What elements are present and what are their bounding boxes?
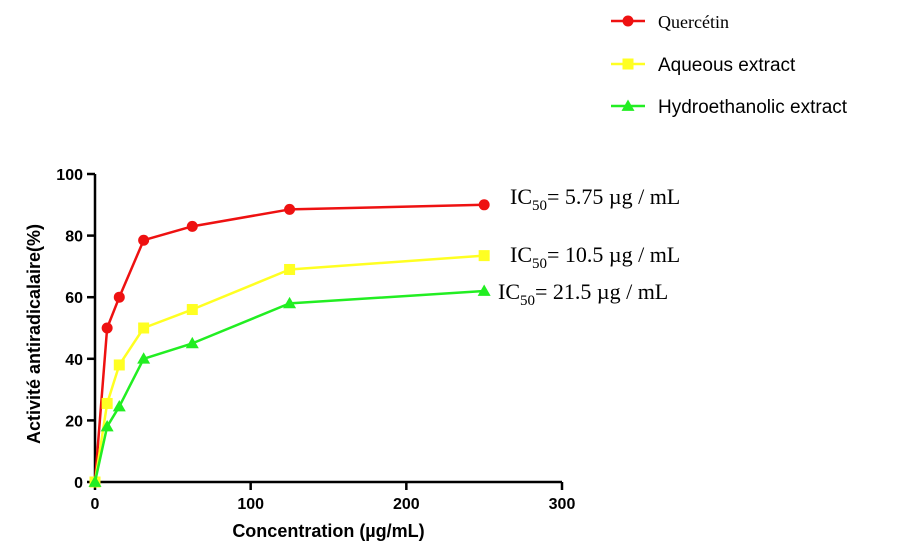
data-point	[112, 400, 126, 412]
ic50-value: = 21.5 µg / mL	[535, 279, 668, 304]
y-tick-label: 80	[65, 229, 83, 246]
data-point	[137, 352, 151, 364]
data-point	[101, 322, 113, 334]
legend-marker	[622, 15, 634, 27]
data-point	[185, 336, 199, 349]
ic50-prefix: IC	[510, 184, 532, 209]
series-circle	[89, 199, 490, 488]
data-point	[283, 296, 297, 309]
legend-label: Quercétin	[658, 12, 729, 32]
legend-marker	[621, 99, 635, 111]
y-axis-label: Activité antiradicalaire(%)	[24, 224, 44, 444]
data-point	[284, 203, 296, 215]
series-line	[93, 254, 485, 483]
data-point	[478, 199, 490, 211]
data-point	[101, 397, 113, 409]
ic50-annotation: IC50= 10.5 µg / mL	[510, 242, 680, 272]
legend-label: Hydroethanolic extract	[658, 97, 848, 118]
ic50-subscript: 50	[532, 198, 547, 214]
y-tick-label: 0	[74, 475, 83, 492]
ic50-prefix: IC	[510, 242, 532, 267]
ic50-value: = 10.5 µg / mL	[547, 242, 680, 267]
data-point	[284, 263, 296, 275]
x-tick-label: 0	[91, 496, 100, 513]
data-point	[186, 220, 198, 232]
ic50-annotation: IC50= 5.75 µg / mL	[510, 184, 680, 214]
ic50-value: = 5.75 µg / mL	[547, 184, 680, 209]
ic50-subscript: 50	[520, 293, 535, 309]
series-triangle	[88, 284, 491, 487]
data-point	[138, 322, 150, 334]
series-line	[93, 203, 485, 483]
y-tick-label: 40	[65, 352, 83, 369]
data-point	[478, 250, 490, 262]
legend: Quercétin Aqueous extract Hydroethanolic e…	[611, 12, 848, 118]
data-point	[186, 304, 198, 316]
data-point	[477, 284, 491, 296]
x-tick-label: 100	[237, 496, 264, 513]
axes: 0 100 200 300 0 20 40 60 80 100 Concentration (µg/…	[24, 167, 575, 541]
ic50-annotation: IC50= 21.5 µg / mL	[498, 279, 668, 309]
x-tick-label: 200	[393, 496, 420, 513]
y-tick-label: 20	[65, 413, 83, 430]
series-line	[93, 289, 485, 483]
legend-label: Aqueous extract	[658, 55, 796, 76]
y-tick-label: 60	[65, 290, 83, 307]
legend-item: Quercétin	[611, 12, 729, 32]
data-point	[113, 291, 125, 303]
data-point	[88, 475, 102, 487]
series-square	[89, 250, 490, 488]
ic50-prefix: IC	[498, 279, 520, 304]
data-point	[113, 359, 125, 371]
ic50-subscript: 50	[532, 256, 547, 272]
x-axis-label: Concentration (µg/mL)	[232, 521, 424, 541]
series-layer	[88, 199, 491, 488]
legend-marker	[622, 58, 634, 70]
legend-item: Aqueous extract	[611, 55, 796, 76]
data-point	[138, 234, 150, 246]
y-tick-label: 100	[56, 167, 83, 184]
x-tick-label: 300	[549, 496, 576, 513]
data-point	[100, 420, 114, 432]
legend-item: Hydroethanolic extract	[611, 97, 848, 118]
